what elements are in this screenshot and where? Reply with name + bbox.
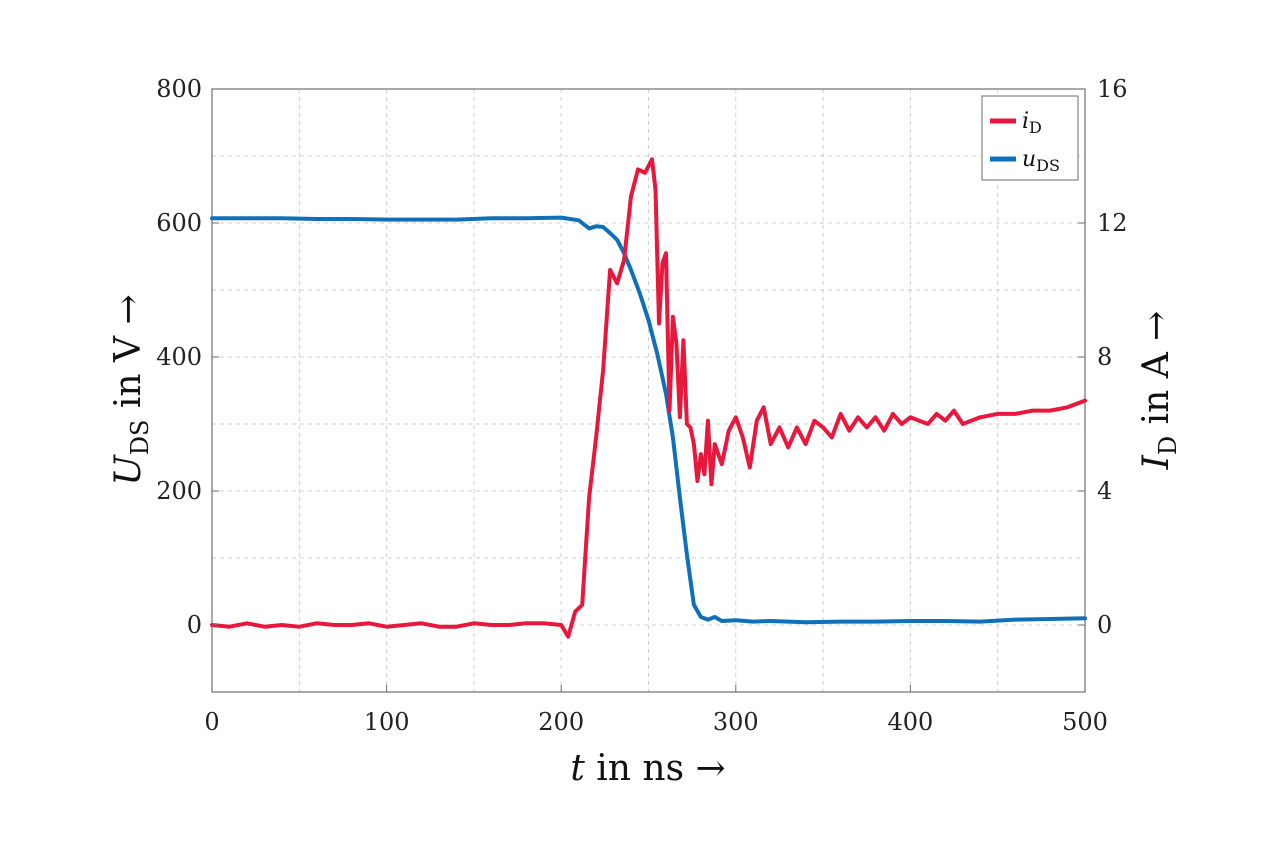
y-axis-label-right-rest: in A →	[1136, 311, 1177, 436]
x-tick-label: 100	[364, 708, 410, 736]
ticks-layer: 0 100 200 300 400 500 0 200 400 600 800 0 4 8 12 16	[156, 75, 1127, 736]
y-axis-label-right-var: I	[1136, 454, 1177, 470]
y-axis-label-left-var: U	[108, 454, 149, 486]
y-axis-label-right-sub: D	[1154, 436, 1182, 455]
y-axis-label-left-sub: DS	[126, 420, 154, 456]
x-axis-label-rest: in ns →	[585, 748, 726, 789]
series-line-u-ds	[210, 215, 1087, 625]
plot-frame	[211, 88, 1086, 693]
y-right-tick-label: 12	[1097, 209, 1128, 237]
y-right-tick-label: 16	[1097, 75, 1128, 103]
series-line-i-d	[210, 157, 1087, 639]
legend-label-i-d: iD	[1022, 109, 1042, 137]
y-right-tick-label: 0	[1097, 611, 1112, 639]
y-right-tick-label: 4	[1097, 477, 1112, 505]
legend-label-u-ds: uDS	[1022, 147, 1060, 175]
grid	[212, 89, 1085, 692]
x-axis-label: t in ns →	[570, 748, 725, 789]
y-axis-label-left-rest: in V →	[108, 294, 149, 419]
legend-label-u-ds-sub: DS	[1036, 156, 1060, 175]
legend-label-i-d-var: i	[1022, 109, 1029, 134]
y-left-tick-label: 200	[156, 477, 202, 505]
legend-box	[981, 95, 1079, 181]
series-layer	[210, 157, 1087, 639]
x-tick-label: 300	[713, 708, 759, 736]
y-right-tick-label: 8	[1097, 343, 1112, 371]
y-axis-label-left: UDS in V →	[108, 294, 154, 485]
x-tick-label: 0	[204, 708, 219, 736]
x-tick-label: 200	[538, 708, 584, 736]
x-tick-label: 400	[887, 708, 933, 736]
y-axis-label-right: ID in A →	[1136, 311, 1182, 471]
x-tick-label: 500	[1062, 708, 1108, 736]
legend: iD uDS	[981, 95, 1079, 181]
y-left-tick-label: 400	[156, 343, 202, 371]
y-left-tick-label: 0	[187, 611, 202, 639]
legend-label-u-ds-var: u	[1022, 147, 1036, 172]
y-left-tick-label: 800	[156, 75, 202, 103]
legend-label-i-d-sub: D	[1029, 118, 1042, 137]
y-left-tick-label: 600	[156, 209, 202, 237]
x-axis-label-var: t	[570, 748, 585, 789]
